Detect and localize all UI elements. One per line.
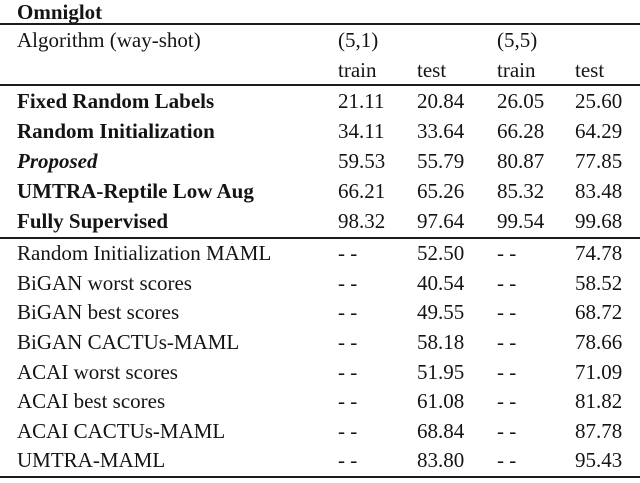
table-body: Fixed Random Labels 21.11 20.84 26.05 25…: [0, 86, 640, 478]
cell-train-5-5: - -: [497, 418, 517, 443]
row-label: UMTRA-Reptile Low Aug: [17, 179, 254, 204]
row-label: BiGAN worst scores: [17, 270, 192, 295]
cell-test-5-1: 49.55: [417, 300, 465, 325]
header-algorithm-label: Algorithm (way-shot): [17, 28, 201, 52]
row-label: BiGAN CACTUs-MAML: [17, 330, 240, 355]
cell-test-5-1: 68.84: [417, 418, 465, 443]
subheader-train-2: train: [497, 57, 536, 82]
cell-test-5-1: 97.64: [417, 209, 465, 234]
cell-train-5-1: 98.32: [338, 209, 386, 234]
row-label: UMTRA-MAML: [17, 448, 166, 473]
row-label: ACAI CACTUs-MAML: [17, 418, 226, 443]
table-header: Algorithm (way-shot) (5,1) (5,5) train t…: [0, 25, 640, 86]
cell-train-5-5: 66.28: [497, 118, 545, 143]
subheader-train-1: train: [338, 57, 377, 82]
cell-test-5-5: 87.78: [575, 418, 623, 443]
cell-test-5-1: 58.18: [417, 330, 465, 355]
cell-train-5-1: 21.11: [338, 88, 385, 113]
cell-train-5-5: 80.87: [497, 148, 545, 173]
cell-test-5-1: 55.79: [417, 148, 465, 173]
cell-test-5-5: 83.48: [575, 179, 623, 204]
cell-test-5-5: 74.78: [575, 241, 623, 266]
cell-test-5-5: 77.85: [575, 148, 623, 173]
cell-test-5-5: 64.29: [575, 118, 623, 143]
cell-train-5-5: 99.54: [497, 209, 545, 234]
cell-test-5-5: 95.43: [575, 448, 623, 473]
cell-train-5-5: - -: [497, 270, 517, 295]
cell-test-5-5: 81.82: [575, 389, 623, 414]
cell-train-5-1: - -: [338, 359, 358, 384]
cell-test-5-1: 61.08: [417, 389, 465, 414]
table-row: UMTRA-Reptile Low Aug 66.21 65.26 85.32 …: [0, 177, 640, 207]
table-row: BiGAN best scores - - 49.55 - - 68.72: [0, 298, 640, 328]
table-section-2: Random Initialization MAML - - 52.50 - -…: [0, 236, 640, 476]
cell-train-5-1: 66.21: [338, 179, 386, 204]
table-row: Random Initialization MAML - - 52.50 - -…: [0, 239, 640, 269]
table-row: Random Initialization 34.11 33.64 66.28 …: [0, 116, 640, 146]
row-label: ACAI worst scores: [17, 359, 178, 384]
subheader-test-2: test: [575, 57, 605, 82]
header-group-5-5: (5,5): [497, 28, 538, 52]
cell-train-5-5: 85.32: [497, 179, 545, 204]
table-row: BiGAN CACTUs-MAML - - 58.18 - - 78.66: [0, 328, 640, 358]
table-row: Fully Supervised 98.32 97.64 99.54 99.68: [0, 207, 640, 237]
row-label: Proposed: [17, 148, 98, 173]
cell-train-5-5: 26.05: [497, 88, 545, 113]
row-label: Fully Supervised: [17, 209, 169, 234]
cell-train-5-5: - -: [497, 359, 517, 384]
cell-test-5-5: 78.66: [575, 330, 623, 355]
cell-test-5-5: 58.52: [575, 270, 623, 295]
cell-train-5-1: - -: [338, 241, 358, 266]
cell-train-5-1: - -: [338, 270, 358, 295]
table-row: ACAI CACTUs-MAML - - 68.84 - - 87.78: [0, 417, 640, 447]
cell-train-5-5: - -: [497, 389, 517, 414]
table-row: ACAI best scores - - 61.08 - - 81.82: [0, 387, 640, 417]
cell-train-5-5: - -: [497, 241, 517, 266]
table-title: Omniglot: [0, 0, 640, 25]
cell-test-5-1: 51.95: [417, 359, 465, 384]
cell-train-5-1: - -: [338, 300, 358, 325]
header-group-row: Algorithm (way-shot) (5,1) (5,5): [0, 25, 640, 56]
cell-test-5-5: 71.09: [575, 359, 623, 384]
table-row: Proposed 59.53 55.79 80.87 77.85: [0, 146, 640, 176]
cell-train-5-1: - -: [338, 448, 358, 473]
header-group-5-1: (5,1): [338, 28, 379, 52]
cell-train-5-5: - -: [497, 448, 517, 473]
cell-train-5-1: - -: [338, 330, 358, 355]
cell-test-5-5: 68.72: [575, 300, 623, 325]
cell-train-5-1: - -: [338, 418, 358, 443]
cell-train-5-5: - -: [497, 300, 517, 325]
cell-train-5-1: 59.53: [338, 148, 386, 173]
table-row: Fixed Random Labels 21.11 20.84 26.05 25…: [0, 86, 640, 116]
subheader-test-1: test: [417, 57, 447, 82]
row-label: Random Initialization MAML: [17, 241, 272, 266]
row-label: Random Initialization: [17, 118, 215, 143]
cell-test-5-1: 65.26: [417, 179, 465, 204]
cell-test-5-1: 83.80: [417, 448, 465, 473]
table-row: ACAI worst scores - - 51.95 - - 71.09: [0, 357, 640, 387]
cell-test-5-1: 33.64: [417, 118, 465, 143]
cell-test-5-1: 20.84: [417, 88, 465, 113]
cell-train-5-5: - -: [497, 330, 517, 355]
cell-test-5-1: 40.54: [417, 270, 465, 295]
header-subheader-row: train test train test: [0, 56, 640, 84]
cell-train-5-1: - -: [338, 389, 358, 414]
cell-test-5-5: 99.68: [575, 209, 623, 234]
table-section-1: Fixed Random Labels 21.11 20.84 26.05 25…: [0, 86, 640, 237]
cell-test-5-1: 52.50: [417, 241, 465, 266]
cell-test-5-5: 25.60: [575, 88, 623, 113]
table-row: BiGAN worst scores - - 40.54 - - 58.52: [0, 269, 640, 299]
row-label: ACAI best scores: [17, 389, 166, 414]
cell-train-5-1: 34.11: [338, 118, 385, 143]
row-label: Fixed Random Labels: [17, 88, 215, 113]
table-row: UMTRA-MAML - - 83.80 - - 95.43: [0, 446, 640, 476]
row-label: BiGAN best scores: [17, 300, 180, 325]
